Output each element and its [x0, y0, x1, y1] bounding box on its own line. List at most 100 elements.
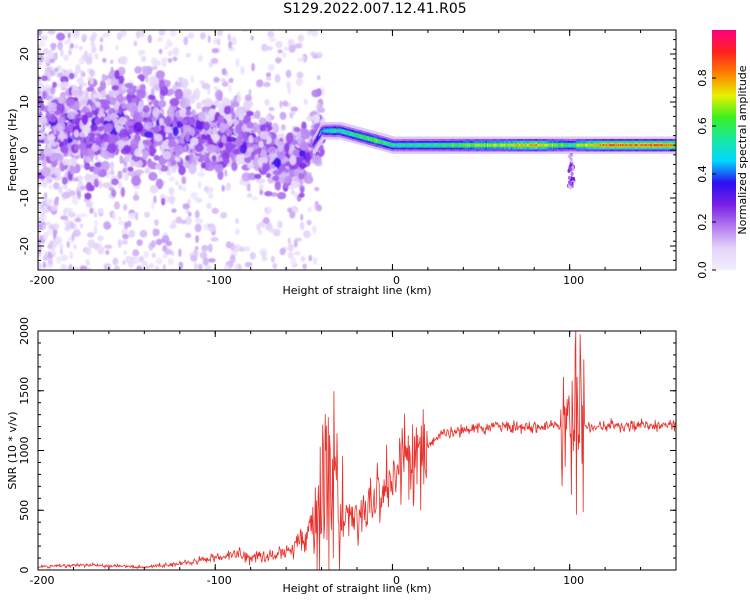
spectrogram-point	[57, 96, 65, 104]
snr-x-tick-label: -200	[30, 574, 55, 587]
spectrogram-point	[63, 40, 69, 45]
spectrogram-point	[47, 134, 56, 141]
spectrogram-point	[303, 175, 314, 185]
spectrogram-point	[117, 181, 122, 190]
spectrogram-point	[76, 228, 81, 236]
spectrogram-point	[40, 75, 48, 82]
spectrogram-point	[117, 216, 122, 221]
spectrogram-point	[205, 114, 215, 122]
spectrogram-point	[158, 79, 165, 90]
spectrogram-point	[45, 201, 51, 206]
spectrogram-point	[570, 171, 574, 176]
spectrogram-point	[237, 263, 242, 270]
spectrogram-point	[284, 142, 290, 153]
spectrogram-point	[287, 243, 295, 252]
spectrogram-point	[71, 156, 77, 167]
spectrogram-point	[208, 224, 217, 233]
spectrogram-point	[58, 186, 63, 194]
spectrogram-point	[123, 250, 127, 255]
snr-frame	[37, 330, 677, 571]
spectrogram-point	[222, 158, 230, 165]
spectrogram-point	[264, 190, 273, 197]
spectrogram-point	[193, 87, 201, 99]
spectrogram-point	[201, 82, 211, 90]
spectrogram-point	[57, 72, 64, 79]
spectrogram-point	[106, 143, 117, 154]
spectrogram-point	[200, 162, 206, 169]
spectrogram-point	[214, 163, 224, 173]
spectrogram-point	[183, 145, 188, 152]
spectrogram-point	[162, 263, 166, 270]
spectrogram-point	[289, 112, 294, 119]
spectrogram-point	[136, 265, 143, 270]
spectrogram-point	[262, 217, 270, 224]
spectrogram-point	[132, 255, 140, 265]
spectrogram-point	[72, 31, 78, 39]
spectrogram-point	[181, 98, 186, 109]
spectrogram-point	[93, 178, 99, 188]
spectrogram-point	[47, 49, 54, 56]
spectrogram-point	[267, 63, 275, 72]
spectrogram-point	[150, 147, 157, 154]
spectrogram-point	[299, 142, 310, 150]
spectrogram-point	[166, 170, 172, 176]
spectrogram-point	[158, 48, 163, 55]
spectrogram-point	[273, 157, 282, 168]
spectrogram-point	[194, 210, 200, 219]
spectrogram-point	[171, 208, 177, 213]
spectrogram-point	[178, 165, 186, 176]
spectrogram-point	[196, 137, 205, 145]
spectrogram-point	[148, 75, 155, 87]
spectrogram-point	[288, 168, 295, 178]
spectrogram-point	[301, 121, 307, 131]
spectrogram-point	[74, 217, 82, 223]
spectrogram-point	[79, 223, 83, 229]
spectrogram-point	[46, 253, 54, 259]
colorbar: 0.0 0.2 0.4 0.6 0.8 Normalized spectral ampl…	[696, 30, 749, 279]
spectrogram-point	[97, 235, 104, 242]
spectrogram-point	[170, 153, 176, 162]
spectrogram-point	[151, 252, 157, 258]
spectrogram-point	[46, 228, 53, 236]
spectrogram-x-axis-label: Height of straight line (km)	[282, 284, 431, 297]
spectrogram-point	[241, 124, 247, 133]
spectrogram-point	[88, 69, 96, 77]
spectrogram-point	[230, 36, 237, 46]
spectrogram-point	[246, 110, 254, 117]
spectrogram-point	[297, 57, 303, 63]
spectrogram-point	[195, 235, 199, 243]
spectrogram-point	[202, 257, 209, 266]
spectrogram-point	[102, 32, 110, 38]
spectrogram-point	[285, 69, 292, 79]
spectrogram-point	[158, 30, 166, 36]
spectrogram-point	[99, 44, 104, 52]
spectrogram-point	[180, 118, 189, 125]
spectrogram-point	[140, 112, 150, 118]
spectrogram-point	[57, 41, 63, 51]
spectrogram-point	[103, 221, 111, 230]
spectrogram-point	[207, 137, 213, 145]
spectrogram-point	[134, 66, 143, 74]
spectrogram-ridge	[312, 122, 676, 190]
spectrogram-point	[64, 218, 71, 227]
spectrogram-point	[143, 123, 150, 130]
spectrogram-point	[138, 100, 144, 112]
spectrogram-point	[195, 119, 205, 131]
spectrogram-point	[282, 100, 289, 107]
spectrogram-point	[164, 116, 172, 127]
spectrogram-point	[187, 198, 191, 206]
spectrogram-point	[112, 212, 116, 221]
spectrogram-point	[126, 171, 134, 177]
spectrogram-point	[258, 221, 264, 227]
spectrogram-point	[213, 76, 220, 83]
spectrogram-point	[177, 137, 185, 143]
spectrogram-point	[119, 155, 124, 165]
spectrogram-point	[154, 265, 160, 270]
spectrogram-point	[190, 109, 197, 117]
spectrogram-point	[260, 149, 267, 158]
spectrogram-point	[216, 30, 223, 37]
spectrogram-point	[223, 264, 230, 270]
spectrogram-point	[169, 30, 177, 37]
spectrogram-point	[90, 42, 96, 48]
spectrogram-point	[144, 131, 154, 139]
